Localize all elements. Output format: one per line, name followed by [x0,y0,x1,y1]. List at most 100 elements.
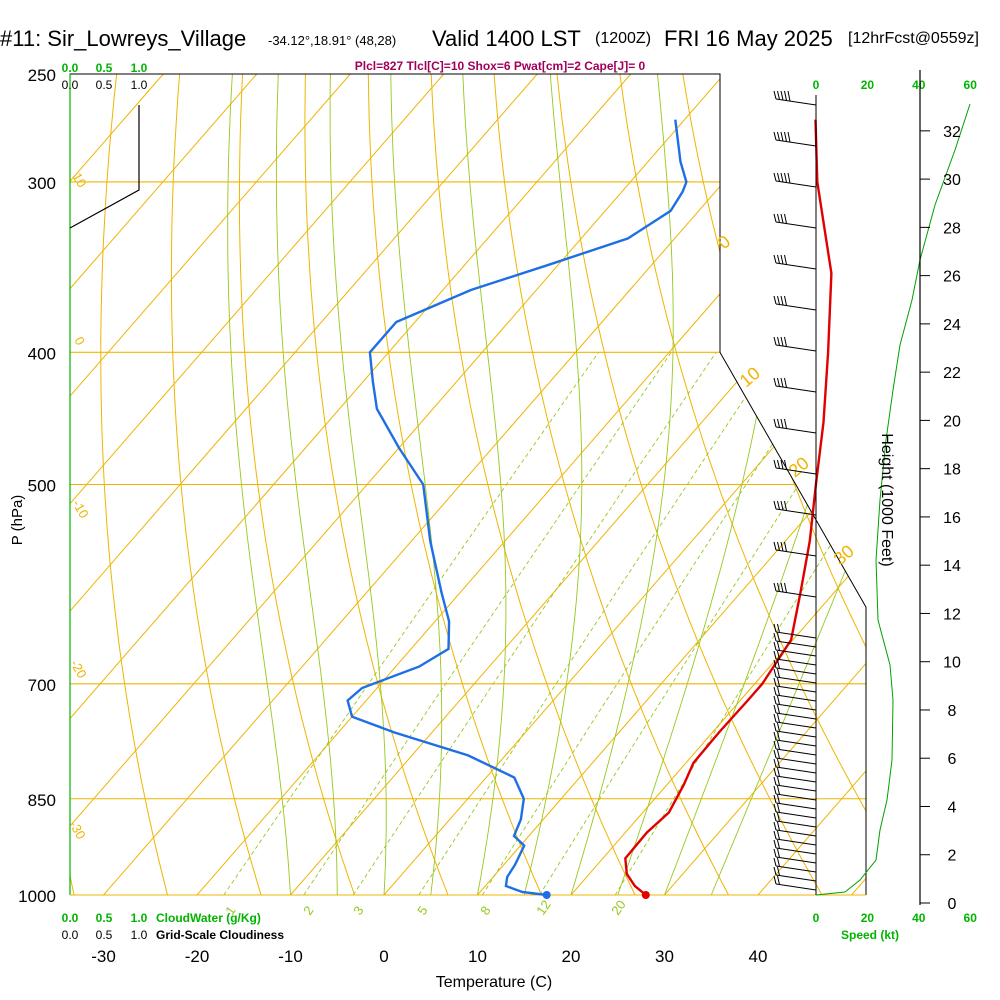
wind-barb-feather [784,541,787,552]
wind-speed-tick-bottom: 60 [964,911,978,925]
temperature-tick-label: 10 [468,947,487,966]
temperature-tick-label: -10 [278,947,303,966]
wind-speed-tick-top: 0 [813,78,820,92]
wind-barb-feather [777,90,780,100]
wind-barb-feather [773,821,777,831]
pressure-tick-label: 250 [28,66,56,85]
mixing-ratio-label: 12 [533,897,554,917]
bottom-scale-label-green: 0.5 [96,911,113,925]
surface-temperature-marker [641,891,650,899]
mixing-ratio-line [418,352,776,895]
wind-barb-feather [784,90,787,101]
wind-barb-feather [773,695,777,705]
height-tick-label: 28 [943,220,961,237]
dry-adiabat-line [493,74,729,895]
moist-adiabat-line [710,74,866,895]
moist-adiabat-line [329,74,387,895]
wind-barb-feather [777,336,780,346]
wind-barb-feather [773,377,777,387]
wind-barb-feather [780,172,784,183]
moist-adiabat-line [523,74,583,895]
mixing-ratio-label: 5 [414,903,430,918]
moist-adiabat-line [462,74,507,895]
wind-barb-feather [777,500,780,510]
height-tick-label: 10 [943,655,961,672]
dry-adiabat-line [170,74,262,895]
wind-barb-feather [773,254,777,264]
wind-barb-feather [777,641,780,651]
wind-barb-feather [784,131,787,142]
height-tick-label: 12 [943,606,961,623]
top-scale-label-green: 0.0 [62,61,79,75]
wind-barb [775,721,817,729]
wind-barb-feather [777,839,780,849]
wind-barb [775,549,817,557]
wind-barb-feather [777,740,780,750]
cloudiness-line [69,105,140,229]
mixing-ratio-line [481,352,833,895]
wind-speed-tick-bottom: 0 [813,911,820,925]
wind-barb-feather [773,722,777,732]
wind-barb [775,649,817,657]
wind-barb-feather [784,582,787,593]
wind-barb [775,766,817,774]
temperature-tick-label: 0 [379,947,388,966]
top-scale-label: 0.5 [96,78,113,92]
station-coords: -34.12°,18.91° (48,28) [268,33,397,48]
wind-barb-feather [780,582,784,593]
cloud-water-label: CloudWater (g/Kg) [156,911,261,925]
wind-barb-feather [773,839,777,849]
wind-barb-feather [773,749,777,759]
wind-barb-feather [777,172,780,182]
height-tick-label: 20 [943,413,961,430]
y-axis-label: P (hPa) [9,495,26,546]
wind-barb [775,590,817,598]
wind-barb-feather [773,713,777,723]
mixing-ratio-label: 2 [300,903,316,918]
isotherm-line [570,74,866,895]
wind-barb-feather [773,677,777,687]
height-tick-label: 24 [943,317,961,334]
wind-barb [775,874,817,882]
wind-barb-feather [773,295,777,305]
forecast-info: [12hrFcst@0559z] [848,30,979,47]
wind-barb-feather [773,459,777,469]
wind-speed-tick-top: 40 [912,78,926,92]
wind-barb [775,856,817,864]
isotherm-label: 30 [830,541,858,569]
surface-dewpoint-marker [542,891,551,899]
wind-barb-feather [773,668,777,678]
wind-barb [775,784,817,792]
height-tick-label: 32 [943,124,961,141]
bottom-scale-label: 1.0 [131,928,148,942]
height-tick-label: 4 [948,799,957,816]
wind-barb-feather [773,740,777,750]
height-tick-label: 30 [943,172,961,189]
wind-barb-feather [773,794,777,804]
forecast-date: FRI 16 May 2025 [664,26,833,51]
wind-barb [775,829,817,837]
mixing-ratio-label: 3 [350,903,366,918]
wind-barb-feather [784,377,787,388]
wind-barb-feather [777,722,780,732]
wind-barb-feather [773,812,777,822]
wind-barb [775,883,817,891]
wind-barb-feather [773,541,777,551]
wind-barb-feather [773,848,777,858]
wind-barb-feather [773,500,777,510]
wind-barb-feather [777,131,780,141]
pressure-tick-label: 400 [28,344,56,363]
cloudiness-label: Grid-Scale Cloudiness [156,928,284,942]
mixing-ratio-line [303,352,672,895]
height-tick-label: 0 [948,896,957,913]
wind-barb-feather [784,254,787,265]
wind-barb-feather [787,131,791,143]
wind-barb [775,712,817,720]
height-tick-label: 16 [943,510,961,527]
dry-adiabat-line [430,74,636,895]
height-axis-label: Height (1000 Feet) [878,433,895,566]
wind-barb-feather [773,641,777,651]
moist-adiabat-line [227,74,291,895]
height-tick-label: 8 [948,703,957,720]
wind-barb-feather [773,866,777,876]
